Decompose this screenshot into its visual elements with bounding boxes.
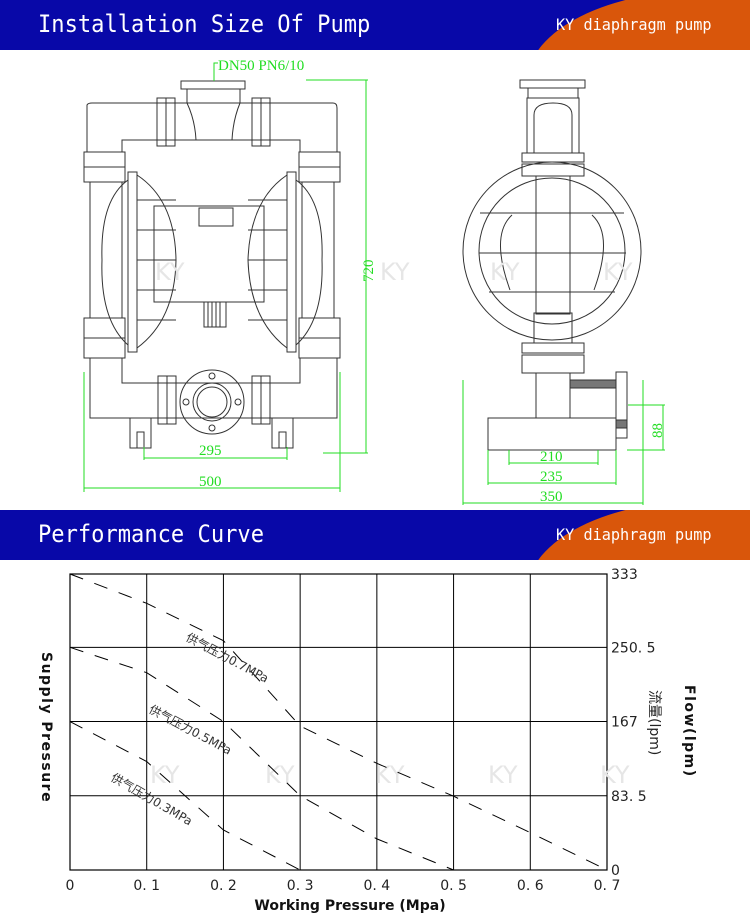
watermark: KY [603, 258, 633, 286]
y-tick-label: 83. 5 [611, 789, 647, 805]
flange-label: DN50 PN6/10 [218, 58, 304, 74]
y-tick-label: 167 [611, 715, 638, 731]
curve-label: 供气压力0.5MPa [147, 701, 235, 757]
installation-size-banner: Installation Size Of Pump KY diaphragm p… [0, 0, 750, 50]
overall-dimension: 350 [540, 489, 563, 505]
x-tick-label: 0. 1 [133, 878, 160, 894]
height-dimension: 720 [361, 260, 377, 283]
brand-label: KY diaphragm pump [556, 525, 712, 544]
x-tick-label: 0. 7 [594, 878, 621, 894]
curve-line [69, 573, 608, 871]
width-dimension: 500 [199, 474, 222, 490]
front-view [83, 80, 341, 449]
brand-label: KY diaphragm pump [556, 15, 712, 34]
section-title: Installation Size Of Pump [38, 10, 371, 38]
dimension-lines [83, 62, 665, 505]
y-tick-label: 250. 5 [611, 640, 656, 656]
brand-badge: KY diaphragm pump [528, 510, 750, 560]
outlet-height-dimension: 88 [650, 423, 666, 438]
watermark: KY [265, 761, 295, 789]
inner-dimension: 210 [540, 449, 563, 465]
base-dimension: 235 [540, 469, 563, 485]
side-view [462, 79, 642, 451]
x-tick-label: 0 [66, 878, 75, 894]
chart-grid [69, 573, 608, 871]
watermark: KY [490, 258, 520, 286]
x-axis-label: Working Pressure (Mpa) [254, 898, 445, 914]
x-tick-label: 0. 6 [517, 878, 544, 894]
watermark: KY [380, 258, 410, 286]
right-axis-label-cn: 流量(lpm) [646, 690, 662, 755]
installation-drawing: DN50 PN6/10 720 295 500 210 235 350 88 K… [83, 58, 666, 505]
watermark: KY [150, 761, 180, 789]
brand-badge: KY diaphragm pump [528, 0, 750, 50]
foot-spacing-dimension: 295 [199, 443, 222, 459]
y-tick-label: 333 [611, 567, 638, 583]
left-axis-label: Supply Pressure [38, 652, 54, 803]
watermark: KY [600, 761, 630, 789]
curve-line [69, 721, 301, 871]
x-tick-label: 0. 5 [440, 878, 467, 894]
x-tick-label: 0. 4 [363, 878, 390, 894]
x-tick-label: 0. 3 [287, 878, 314, 894]
curve-label: 供气压力0.7MPa [184, 629, 272, 685]
performance-chart: KY KY KY KY KY 供气压力0.7MPa供气压力0.5MPa供气压力0.3MP… [38, 567, 697, 914]
y-tick-label: 0 [611, 863, 620, 879]
watermark: KY [155, 258, 185, 286]
watermark: KY [375, 761, 405, 789]
performance-curve-banner: Performance Curve KY diaphragm pump [0, 510, 750, 560]
x-tick-label: 0. 2 [210, 878, 237, 894]
watermark: KY [488, 761, 518, 789]
right-axis-label: Flow(lpm) [681, 685, 697, 778]
section-title: Performance Curve [38, 520, 264, 548]
